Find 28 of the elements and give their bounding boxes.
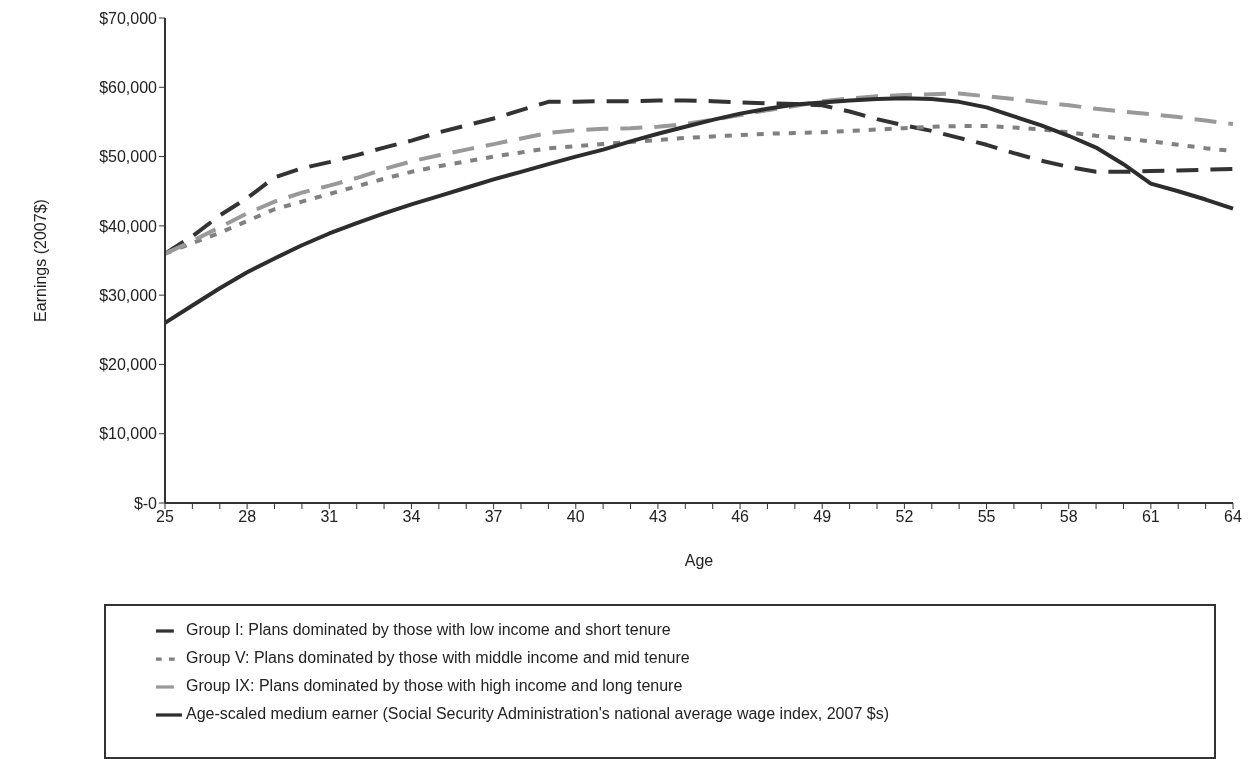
legend-label: Age-scaled medium earner (Social Security Administration's national average wage index, 2007 $s) xyxy=(186,705,889,722)
x-tick-label: 55 xyxy=(977,508,996,526)
legend-label: Group IX: Plans dominated by those with high income and long tenure xyxy=(186,677,683,694)
x-tick-label: 43 xyxy=(649,508,667,526)
y-tick-label: $20,000 xyxy=(99,356,158,374)
x-tick-label: 28 xyxy=(238,508,257,526)
y-tick-label: $30,000 xyxy=(99,286,158,304)
y-tick-label: $40,000 xyxy=(99,217,158,235)
y-tick-label: $70,000 xyxy=(99,9,158,27)
x-tick-label: 64 xyxy=(1224,508,1242,526)
x-tick-label: 46 xyxy=(731,508,750,526)
legend-label: Group V: Plans dominated by those with middle income and mid tenure xyxy=(186,649,690,666)
legend-label: Group I: Plans dominated by those with low income and short tenure xyxy=(186,621,671,638)
x-axis-title: Age xyxy=(684,552,714,569)
y-tick-label: $-0 xyxy=(133,494,158,512)
y-tick-label: $10,000 xyxy=(99,425,158,443)
x-tick-label: 40 xyxy=(566,508,585,526)
x-tick-label: 37 xyxy=(484,508,503,526)
x-tick-label: 61 xyxy=(1141,508,1160,526)
x-tick-label: 31 xyxy=(320,508,339,526)
x-tick-label: 49 xyxy=(813,508,832,526)
y-tick-label: $50,000 xyxy=(99,148,158,166)
x-tick-label: 52 xyxy=(895,508,914,526)
x-tick-label: 25 xyxy=(156,508,174,526)
x-tick-label: 58 xyxy=(1059,508,1078,526)
y-axis-title: Earnings (2007$) xyxy=(31,199,49,322)
y-tick-label: $60,000 xyxy=(99,78,158,96)
x-tick-label: 34 xyxy=(402,508,421,526)
